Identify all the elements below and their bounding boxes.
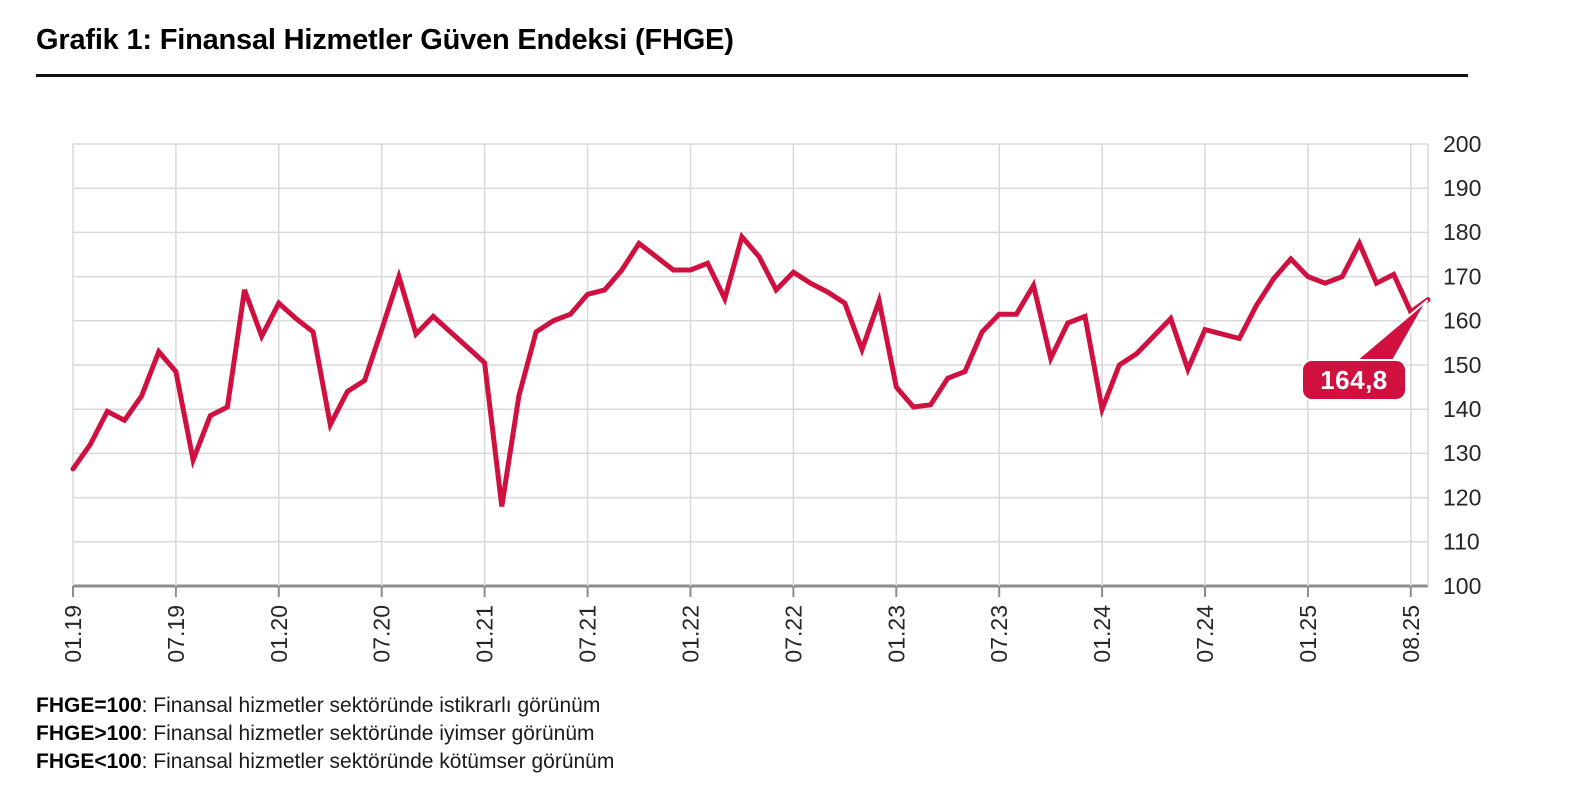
svg-text:01.25: 01.25	[1295, 605, 1321, 663]
svg-text:01.21: 01.21	[472, 605, 498, 663]
svg-text:140: 140	[1443, 396, 1481, 422]
svg-text:07.23: 07.23	[986, 605, 1012, 663]
svg-text:07.24: 07.24	[1192, 605, 1218, 663]
svg-text:07.22: 07.22	[780, 605, 806, 663]
x-tick-labels: 01.19 07.19 01.20 07.20 01.21 07.21 01.22 07.22…	[60, 605, 1424, 663]
svg-text:170: 170	[1443, 263, 1481, 289]
footnote-text: : Finansal hizmetler sektöründe kötümser…	[141, 750, 615, 773]
y-tick-labels: 200 190 180 170 160 150 140 130 120 110 100	[1443, 131, 1481, 599]
x-gridlines	[72, 144, 1429, 586]
svg-text:01.22: 01.22	[678, 605, 704, 663]
svg-text:130: 130	[1443, 440, 1481, 466]
svg-text:120: 120	[1443, 484, 1481, 510]
fhge-series-line	[70, 231, 1431, 507]
svg-text:01.24: 01.24	[1089, 605, 1115, 663]
callout-tail	[1351, 299, 1428, 365]
chart-footnotes: FHGE=100: Finansal hizmetler sektöründe …	[36, 692, 614, 776]
footnote-term: FHGE=100	[36, 694, 142, 717]
title-underline	[36, 74, 1468, 77]
footnote-text: : Finansal hizmetler sektöründe iyimser …	[141, 722, 595, 745]
svg-text:160: 160	[1443, 308, 1481, 334]
footnote-line: FHGE>100: Finansal hizmetler sektöründe …	[36, 720, 614, 748]
svg-text:01.20: 01.20	[266, 605, 292, 663]
svg-text:110: 110	[1443, 529, 1480, 555]
svg-text:07.19: 07.19	[163, 605, 189, 663]
svg-text:07.21: 07.21	[575, 605, 601, 663]
svg-text:150: 150	[1443, 352, 1481, 378]
fhge-line-chart: 200 190 180 170 160 150 140 130 120 110 100 01.19 07…	[60, 131, 1481, 663]
svg-text:100: 100	[1443, 573, 1481, 599]
svg-text:190: 190	[1443, 175, 1481, 201]
footnote-term: FHGE>100	[36, 722, 142, 745]
svg-text:08.25: 08.25	[1398, 605, 1424, 663]
svg-text:01.19: 01.19	[60, 605, 86, 663]
svg-text:200: 200	[1443, 131, 1481, 157]
value-callout: 164,8	[1303, 361, 1405, 399]
svg-text:01.23: 01.23	[883, 605, 909, 663]
y-gridlines	[73, 143, 1428, 588]
footnote-line: FHGE=100: Finansal hizmetler sektöründe …	[36, 692, 614, 720]
svg-text:180: 180	[1443, 219, 1481, 245]
footnote-line: FHGE<100: Finansal hizmetler sektöründe …	[36, 748, 614, 776]
value-callout-label: 164,8	[1320, 364, 1388, 395]
footnote-text: : Finansal hizmetler sektöründe istikrar…	[141, 694, 601, 717]
x-tick-marks	[72, 586, 1412, 597]
footnote-term: FHGE<100	[36, 750, 142, 773]
svg-text:07.20: 07.20	[369, 605, 395, 663]
chart-title: Grafik 1: Finansal Hizmetler Güven Endek…	[36, 24, 734, 56]
